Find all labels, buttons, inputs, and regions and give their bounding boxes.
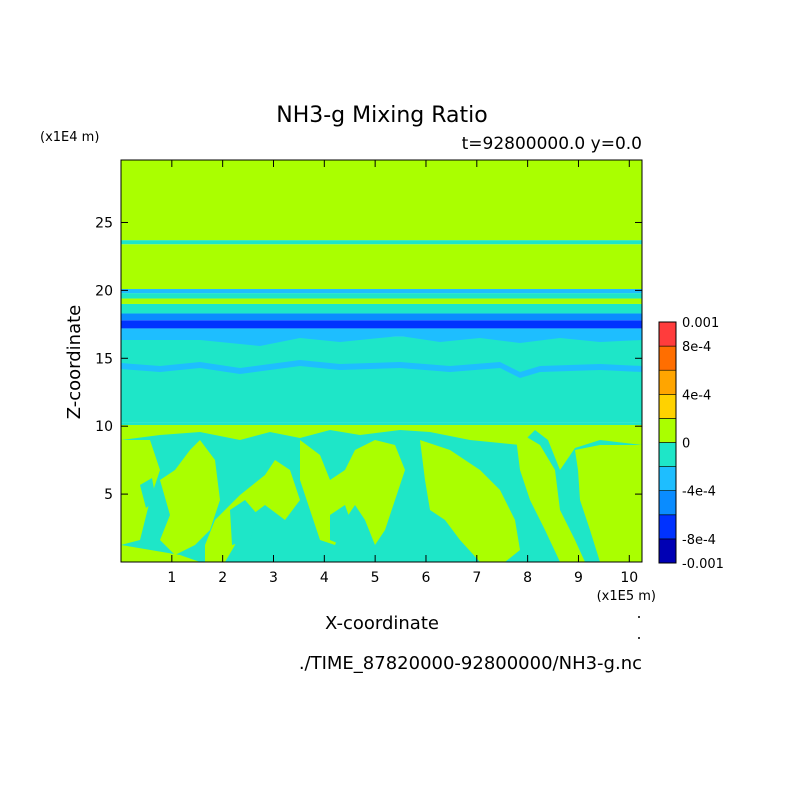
x-tick-label: 6 <box>422 570 431 586</box>
colorbar: 0.001 8e-4 4e-4 0 -4e-4 -8e-4 -0.001 <box>658 316 724 572</box>
colorbar-label: -8e-4 <box>682 533 716 548</box>
x-tick-label: 5 <box>371 570 380 586</box>
y-tick-label: 15 <box>95 351 113 367</box>
contour-region <box>121 545 200 562</box>
contour-region <box>575 445 642 562</box>
colorbar-label: 0.001 <box>682 316 719 331</box>
x-tick-label: 2 <box>218 570 227 586</box>
contour-band <box>121 303 642 314</box>
colorbar-swatch <box>658 393 677 419</box>
contour-region <box>395 510 440 555</box>
chart-subtitle: t=92800000.0 y=0.0 <box>462 134 642 154</box>
y-tick-label: 5 <box>104 487 113 503</box>
source-file-label: ./TIME_87820000-92800000/NH3-g.nc <box>299 653 642 674</box>
x-axis-unit: (x1E5 m) <box>597 589 656 604</box>
colorbar-swatch <box>658 369 677 395</box>
colorbar-frame <box>658 321 677 564</box>
colorbar-swatch <box>658 514 677 540</box>
x-tick-label: 1 <box>167 570 176 586</box>
contour-band <box>121 293 642 299</box>
colorbar-swatch <box>658 418 677 443</box>
y-tick-label: 25 <box>95 215 113 231</box>
colorbar-swatch <box>658 345 677 371</box>
marker-dot <box>638 637 640 639</box>
contour-band <box>121 313 642 321</box>
contour-band <box>121 298 642 304</box>
contour-band <box>121 240 642 245</box>
contour-region <box>121 440 160 545</box>
plot-frame <box>120 159 643 563</box>
x-tick-label: 8 <box>523 570 532 586</box>
colorbar-swatch <box>658 442 677 467</box>
colorbar-label: 8e-4 <box>682 340 711 355</box>
contour-region <box>420 440 520 562</box>
contour-region <box>330 505 352 545</box>
x-tick-label: 3 <box>269 570 278 586</box>
contour-region <box>121 332 642 346</box>
contour-band <box>121 336 642 423</box>
contour-region <box>300 440 405 545</box>
colorbar-swatch <box>658 538 677 564</box>
colorbar-swatch <box>658 466 677 492</box>
contour-band <box>121 160 642 241</box>
colorbar-swatch <box>658 321 677 347</box>
colorbar-label: -4e-4 <box>682 485 716 500</box>
x-tick-label: 10 <box>620 570 638 586</box>
colorbar-label: 0 <box>682 437 690 452</box>
marker-dot <box>638 616 640 618</box>
y-axis-unit: (x1E4 m) <box>40 130 99 145</box>
y-axis-label: Z-coordinate <box>64 305 85 420</box>
x-axis-label: X-coordinate <box>325 613 439 634</box>
contour-region <box>121 425 642 470</box>
x-tick-label: 4 <box>320 570 329 586</box>
colorbar-label: 4e-4 <box>682 388 711 403</box>
contour-band <box>121 289 642 294</box>
colorbar-swatch <box>658 490 677 516</box>
y-tick-label: 20 <box>95 283 113 299</box>
contour-region <box>140 478 156 508</box>
x-tick-label: 9 <box>574 570 583 586</box>
contour-region <box>160 440 220 555</box>
y-tick-label: 10 <box>95 419 113 435</box>
chart-title: NH3-g Mixing Ratio <box>276 103 488 128</box>
contour-region <box>121 360 642 378</box>
contour-region <box>515 430 585 562</box>
x-tick-label: 7 <box>472 570 481 586</box>
contour-region <box>230 500 258 545</box>
plot-area <box>121 160 642 562</box>
contour-band <box>121 244 642 290</box>
colorbar-label: -0.001 <box>682 557 724 572</box>
contour-band <box>121 320 642 329</box>
